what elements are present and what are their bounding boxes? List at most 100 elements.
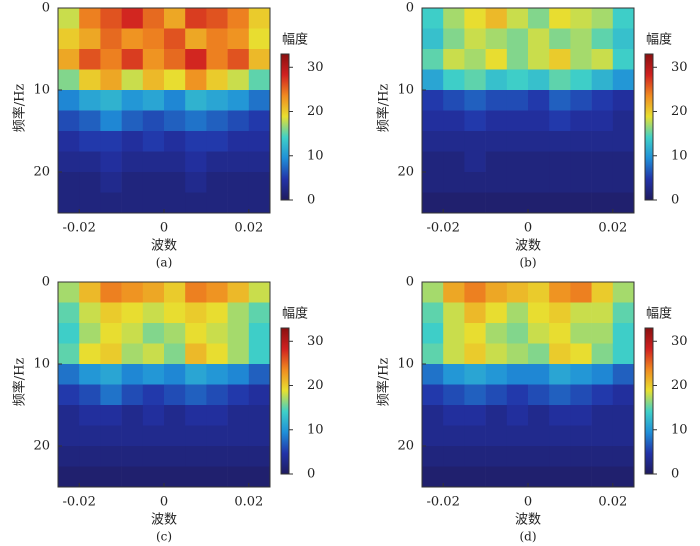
heatmap-cell	[206, 69, 228, 91]
heatmap-cell	[612, 28, 635, 50]
heatmap-cell	[549, 425, 571, 447]
heatmap-cell	[443, 110, 465, 132]
heatmap-cell	[100, 384, 122, 406]
heatmap-cell	[506, 425, 529, 447]
colorbar-tick-label: 10	[671, 422, 688, 437]
heatmap-cell	[79, 343, 101, 365]
heatmap-cell	[591, 466, 614, 488]
heatmap-cell	[58, 466, 80, 488]
heatmap-cell	[206, 131, 228, 152]
heatmap-cell	[528, 466, 550, 488]
heatmap-cell	[248, 384, 271, 406]
heatmap-cell	[185, 8, 207, 29]
heatmap-cell	[121, 405, 144, 426]
heatmap-cell	[79, 192, 101, 214]
heatmap-cell	[248, 343, 271, 365]
heatmap-cell	[485, 466, 508, 488]
heatmap-cell	[422, 302, 444, 324]
heatmap-cell	[443, 8, 465, 29]
heatmap-cell	[248, 151, 271, 173]
heatmap-cell	[443, 282, 465, 303]
heatmap-cell	[248, 466, 271, 488]
heatmap-cell	[485, 172, 508, 193]
heatmap-cell	[206, 302, 228, 324]
heatmap-cell	[100, 192, 122, 214]
heatmap-cell	[248, 28, 271, 50]
heatmap-cell	[549, 466, 571, 488]
heatmap-cell	[485, 364, 508, 385]
x-tick-label: 0.02	[234, 221, 263, 236]
heatmap-cell	[185, 131, 207, 152]
heatmap-cell	[248, 282, 271, 303]
heatmap-cell	[79, 90, 101, 111]
heatmap-cell	[528, 192, 550, 214]
heatmap-cell	[142, 302, 165, 324]
colorbar	[644, 327, 654, 475]
heatmap-cell	[464, 8, 486, 29]
heatmap-cell	[612, 302, 635, 324]
heatmap-cell	[549, 151, 571, 173]
heatmap-cell	[185, 384, 207, 406]
heatmap-cell	[185, 343, 207, 365]
heatmap-cell	[142, 172, 165, 193]
heatmap-cell	[464, 384, 486, 406]
heatmap-cell	[164, 49, 186, 70]
heatmap-cell	[443, 364, 465, 385]
heatmap-cell	[142, 28, 165, 50]
heatmap-cell	[528, 69, 550, 91]
y-axis-label: 频率/Hz	[376, 84, 392, 133]
heatmap-cell	[142, 405, 165, 426]
heatmap-cell	[612, 69, 635, 91]
heatmap-cell	[142, 425, 165, 447]
heatmap-cell	[185, 110, 207, 132]
heatmap-cell	[612, 90, 635, 111]
panel-caption: (a)	[156, 256, 173, 270]
heatmap-cell	[506, 8, 529, 29]
heatmap-cell	[100, 131, 122, 152]
y-tick-label: 20	[33, 439, 50, 454]
heatmap-cell	[79, 384, 101, 406]
heatmap-cell	[100, 49, 122, 70]
heatmap-cell	[422, 405, 444, 426]
heatmap-cell	[142, 49, 165, 70]
heatmap-cell	[227, 343, 250, 365]
heatmap-cell	[206, 446, 228, 467]
heatmap-cell	[612, 192, 635, 214]
heatmap-cell	[142, 151, 165, 173]
heatmap-cell	[206, 192, 228, 214]
heatmap-cell	[443, 425, 465, 447]
heatmap-cell	[570, 28, 592, 50]
heatmap-cell	[227, 49, 250, 70]
heatmap-cell	[142, 192, 165, 214]
heatmap-cell	[164, 466, 186, 488]
heatmap-cell	[100, 110, 122, 132]
heatmap-cell	[422, 49, 444, 70]
heatmap-cell	[485, 323, 508, 344]
heatmap-cell	[58, 49, 80, 70]
heatmap-cell	[206, 282, 228, 303]
heatmap-cell	[58, 151, 80, 173]
heatmap-cell	[549, 131, 571, 152]
heatmap-cell	[612, 110, 635, 132]
heatmap-cell	[206, 425, 228, 447]
heatmap-cell	[528, 405, 550, 426]
heatmap-cell	[591, 302, 614, 324]
heatmap-cell	[528, 302, 550, 324]
colorbar-tick-label: 0	[671, 467, 679, 482]
heatmap-cell	[79, 131, 101, 152]
heatmap-cell	[227, 90, 250, 111]
heatmap-cell	[506, 28, 529, 50]
heatmap-cell	[164, 425, 186, 447]
x-tick-label: 0.02	[598, 221, 627, 236]
x-tick-label: 0	[524, 221, 532, 236]
heatmap-cell	[100, 446, 122, 467]
heatmap-cell	[121, 49, 144, 70]
heatmap-cell	[58, 446, 80, 467]
heatmap-cell	[58, 8, 80, 29]
y-tick-label: 0	[42, 275, 50, 290]
heatmap-cell	[164, 151, 186, 173]
heatmap-cell	[506, 151, 529, 173]
heatmap-cell	[422, 446, 444, 467]
colorbar	[280, 327, 290, 475]
